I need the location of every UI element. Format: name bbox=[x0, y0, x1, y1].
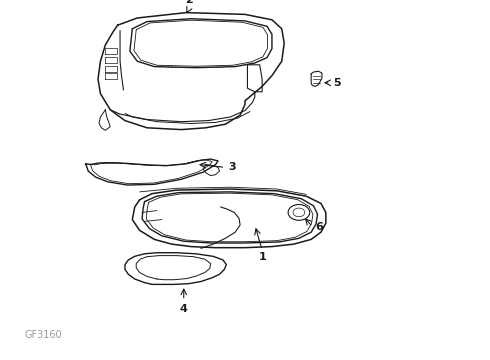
Text: 1: 1 bbox=[258, 252, 266, 262]
Text: 2: 2 bbox=[185, 0, 193, 5]
Text: 4: 4 bbox=[180, 304, 188, 314]
Text: 5: 5 bbox=[333, 78, 341, 88]
Text: 3: 3 bbox=[228, 162, 236, 172]
Text: GF3160: GF3160 bbox=[24, 330, 62, 341]
Text: 6: 6 bbox=[315, 222, 323, 232]
